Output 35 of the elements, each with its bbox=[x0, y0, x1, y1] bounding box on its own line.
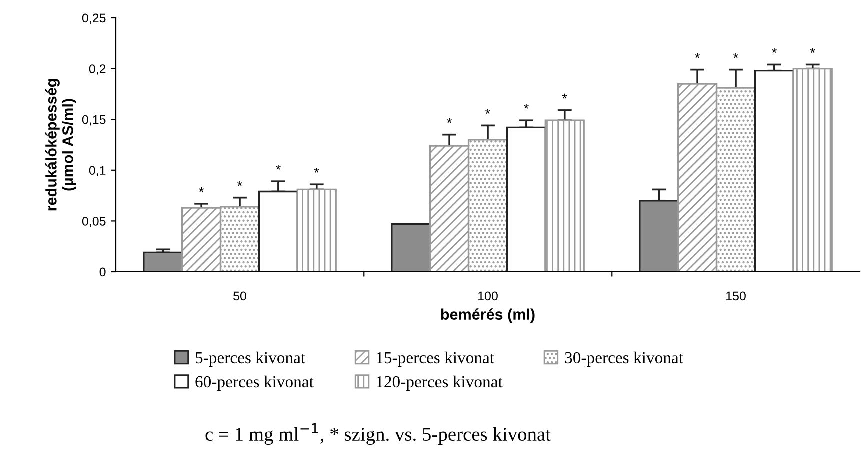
legend-label: 5-perces kivonat bbox=[196, 352, 306, 367]
data-label: * bbox=[810, 48, 816, 54]
y-tick-label: 0,05 bbox=[82, 217, 106, 228]
data-label: * bbox=[772, 48, 777, 54]
data-label: * bbox=[486, 109, 490, 114]
data-label: * bbox=[562, 94, 568, 99]
data-label: * bbox=[734, 53, 738, 58]
bar bbox=[391, 223, 432, 272]
data-label: * bbox=[276, 164, 281, 170]
y-tick-label: 0,15 bbox=[82, 115, 106, 126]
x-tick-label: 100 bbox=[478, 292, 498, 301]
y-tick-label: 0,2 bbox=[89, 64, 106, 75]
data-label: * bbox=[314, 168, 320, 173]
x-tick-label: 150 bbox=[726, 292, 746, 301]
legend-label: 30-perces kivonat bbox=[565, 352, 684, 367]
bar bbox=[792, 68, 833, 272]
bar bbox=[754, 70, 794, 272]
legend-label: 120-perces kivonat bbox=[377, 376, 503, 391]
data-label: * bbox=[238, 181, 242, 186]
legend-label: 15-perces kivonat bbox=[377, 352, 494, 367]
y-tick-label: 0,25 bbox=[82, 14, 106, 24]
bar bbox=[143, 252, 184, 272]
bar bbox=[544, 120, 585, 272]
y-axis-title: redukálóképesség (µmol AS/ml) bbox=[45, 79, 76, 211]
x-axis-title: bemérés (ml) bbox=[441, 308, 535, 324]
x-tick-label: 50 bbox=[234, 292, 246, 301]
y-tick-label: 0,1 bbox=[89, 166, 106, 177]
data-label: * bbox=[447, 118, 452, 124]
data-label: * bbox=[524, 104, 529, 109]
legend-label: 60-perces kivonat bbox=[196, 376, 314, 391]
y-tick-label: 0 bbox=[100, 268, 106, 277]
data-label: * bbox=[199, 187, 204, 192]
bar bbox=[296, 188, 337, 272]
text: c = 1 mg ml$^{−1}$, * szign. vs. 5-perces kivonat bbox=[206, 424, 551, 446]
data-label: * bbox=[695, 53, 700, 58]
